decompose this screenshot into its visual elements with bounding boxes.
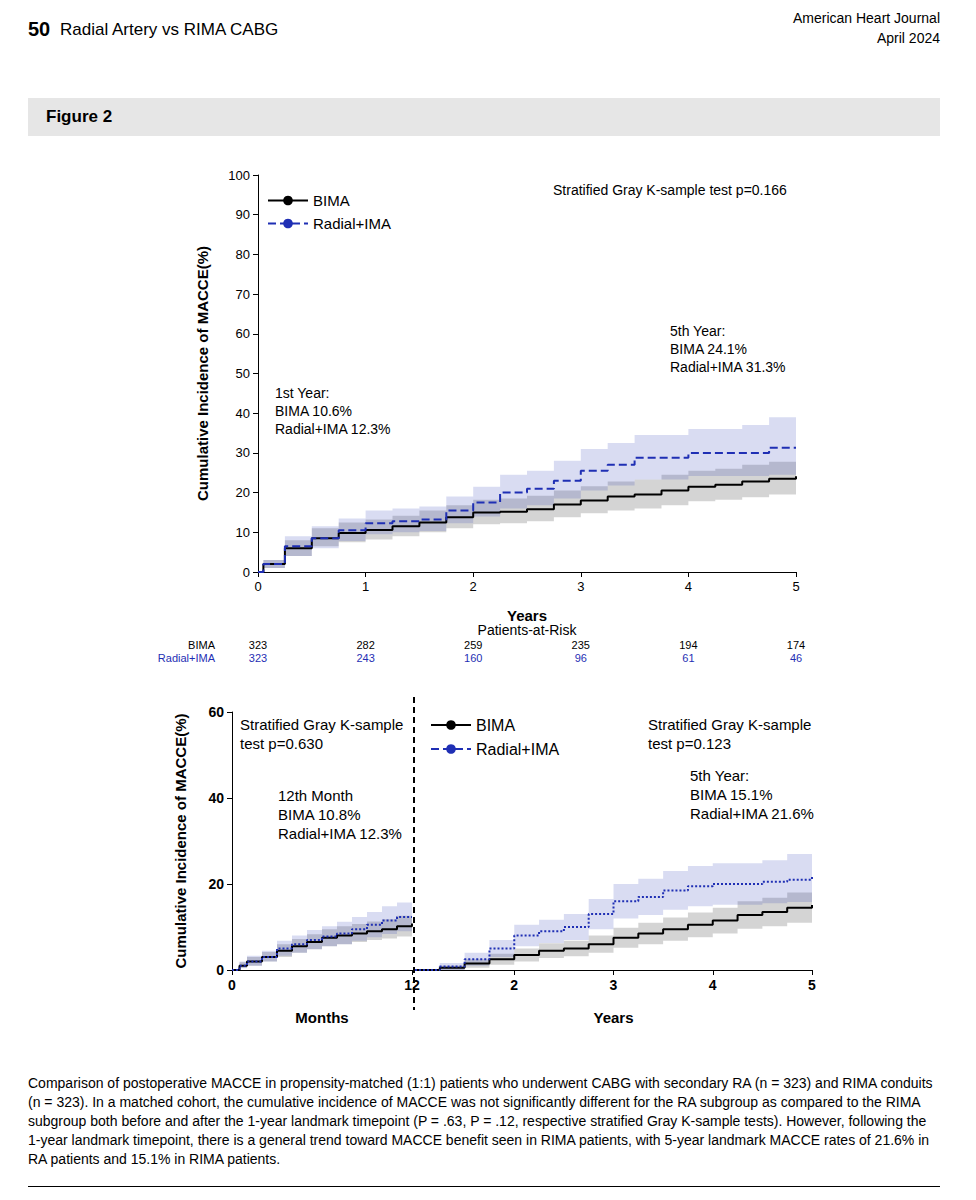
svg-text:0: 0	[216, 962, 224, 978]
svg-text:30: 30	[236, 445, 250, 460]
svg-text:40: 40	[236, 406, 250, 421]
html-text:American Heart Journal: American Heart Journal	[792, 10, 940, 26]
svg-text:BIMA 24.1%: BIMA 24.1%	[670, 341, 747, 357]
svg-text:12th Month: 12th Month	[278, 787, 353, 804]
svg-text:3: 3	[577, 579, 584, 594]
svg-text:174: 174	[787, 639, 805, 651]
svg-text:BIMA 10.6%: BIMA 10.6%	[275, 403, 352, 419]
svg-text:Radial+IMA 12.3%: Radial+IMA 12.3%	[278, 825, 402, 842]
svg-text:Cumulative Incidence of MACCE(: Cumulative Incidence of MACCE(%)	[172, 713, 189, 968]
svg-text:Stratified Gray K-sample test: Stratified Gray K-sample test p=0.166	[553, 182, 787, 198]
svg-text:282: 282	[356, 639, 374, 651]
svg-text:Radial+IMA: Radial+IMA	[476, 741, 559, 758]
svg-text:5th Year:: 5th Year:	[670, 323, 725, 339]
svg-text:20: 20	[208, 876, 224, 892]
svg-text:Patients-at-Risk: Patients-at-Risk	[478, 622, 578, 638]
svg-text:160: 160	[464, 652, 482, 664]
svg-text:46: 46	[790, 652, 802, 664]
html-text:50: 50	[28, 18, 51, 40]
svg-text:20: 20	[236, 485, 250, 500]
svg-text:Stratified Gray K-sample: Stratified Gray K-sample	[648, 716, 811, 733]
svg-text:40: 40	[208, 790, 224, 806]
svg-text:Years: Years	[507, 607, 547, 624]
svg-text:BIMA: BIMA	[476, 717, 515, 734]
svg-text:80: 80	[236, 247, 250, 262]
html-text:Radial Artery vs RIMA CABG: Radial Artery vs RIMA CABG	[60, 20, 279, 39]
html-text:Figure 2: Figure 2	[46, 107, 113, 126]
svg-text:test p=0.630: test p=0.630	[240, 735, 323, 752]
svg-text:259: 259	[464, 639, 482, 651]
svg-text:1st Year:: 1st Year:	[275, 385, 330, 401]
svg-text:5: 5	[808, 977, 816, 993]
svg-text:0: 0	[228, 977, 236, 993]
svg-text:100: 100	[228, 168, 250, 183]
svg-text:Years: Years	[593, 1009, 633, 1026]
svg-text:323: 323	[249, 652, 267, 664]
svg-text:60: 60	[208, 704, 224, 720]
svg-text:10: 10	[236, 525, 250, 540]
svg-text:BIMA: BIMA	[188, 639, 216, 651]
svg-text:4: 4	[709, 977, 717, 993]
svg-text:60: 60	[236, 326, 250, 341]
svg-text:4: 4	[685, 579, 692, 594]
svg-text:235: 235	[572, 639, 590, 651]
svg-text:70: 70	[236, 287, 250, 302]
svg-text:61: 61	[682, 652, 694, 664]
svg-text:BIMA: BIMA	[313, 192, 350, 209]
svg-text:96: 96	[575, 652, 587, 664]
svg-text:1: 1	[362, 579, 369, 594]
html-text:Comparison of postoperative MA: Comparison of postoperative MACCE in pro…	[28, 1075, 933, 1167]
svg-text:Months: Months	[295, 1009, 348, 1026]
svg-text:Cumulative Incidence of MACCE(: Cumulative Incidence of MACCE(%)	[194, 246, 211, 501]
svg-text:Stratified Gray K-sample: Stratified Gray K-sample	[240, 716, 403, 733]
svg-text:5th Year:: 5th Year:	[690, 767, 749, 784]
svg-text:0: 0	[254, 579, 261, 594]
svg-text:Radial+IMA 31.3%: Radial+IMA 31.3%	[670, 359, 786, 375]
svg-text:BIMA 10.8%: BIMA 10.8%	[278, 806, 361, 823]
svg-text:test p=0.123: test p=0.123	[648, 735, 731, 752]
svg-text:50: 50	[236, 366, 250, 381]
html-text:April 2024: April 2024	[877, 30, 940, 46]
svg-text:Radial+IMA: Radial+IMA	[158, 652, 216, 664]
svg-text:90: 90	[236, 207, 250, 222]
svg-text:243: 243	[356, 652, 374, 664]
svg-text:12: 12	[404, 977, 420, 993]
svg-text:Radial+IMA: Radial+IMA	[313, 215, 391, 232]
svg-text:0: 0	[243, 565, 250, 580]
svg-text:Radial+IMA 12.3%: Radial+IMA 12.3%	[275, 421, 391, 437]
svg-text:323: 323	[249, 639, 267, 651]
svg-text:2: 2	[470, 579, 477, 594]
svg-text:2: 2	[510, 977, 518, 993]
svg-text:Radial+IMA 21.6%: Radial+IMA 21.6%	[690, 805, 814, 822]
svg-text:194: 194	[679, 639, 697, 651]
svg-text:3: 3	[610, 977, 618, 993]
svg-text:BIMA 15.1%: BIMA 15.1%	[690, 786, 773, 803]
svg-text:5: 5	[792, 579, 799, 594]
